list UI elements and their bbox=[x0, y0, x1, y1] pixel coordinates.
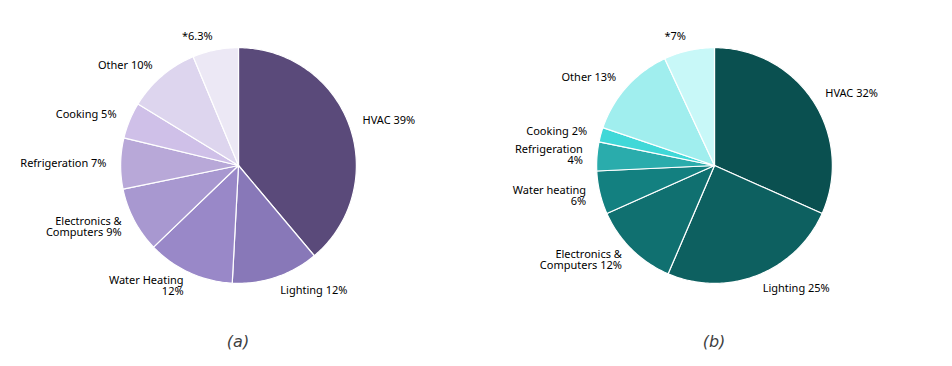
svg-text:HVAC 32%: HVAC 32% bbox=[825, 85, 878, 100]
svg-text:Refrigeration 7%: Refrigeration 7% bbox=[20, 155, 106, 170]
svg-text:*7%: *7% bbox=[664, 28, 686, 43]
svg-text:Other 10%: Other 10% bbox=[98, 57, 153, 72]
svg-text:Refrigeration4%: Refrigeration4% bbox=[515, 141, 583, 167]
svg-text:HVAC 39%: HVAC 39% bbox=[363, 112, 416, 127]
svg-text:Lighting 25%: Lighting 25% bbox=[763, 280, 830, 295]
html-text:(b): (b) bbox=[702, 332, 726, 351]
svg-text:Cooking 2%: Cooking 2% bbox=[526, 123, 587, 138]
svg-text:Electronics &Computers 9%: Electronics &Computers 9% bbox=[46, 213, 123, 239]
html-text:(a): (a) bbox=[226, 332, 250, 351]
svg-text:Water Heating12%: Water Heating12% bbox=[109, 272, 184, 298]
svg-text:Other 13%: Other 13% bbox=[562, 69, 617, 84]
svg-text:Electronics &Computers 12%: Electronics &Computers 12% bbox=[540, 246, 623, 272]
svg-text:Cooking 5%: Cooking 5% bbox=[56, 106, 117, 121]
svg-text:Water heating6%: Water heating6% bbox=[513, 182, 586, 208]
svg-text:*6.3%: *6.3% bbox=[182, 28, 213, 43]
svg-text:Lighting 12%: Lighting 12% bbox=[280, 282, 347, 297]
